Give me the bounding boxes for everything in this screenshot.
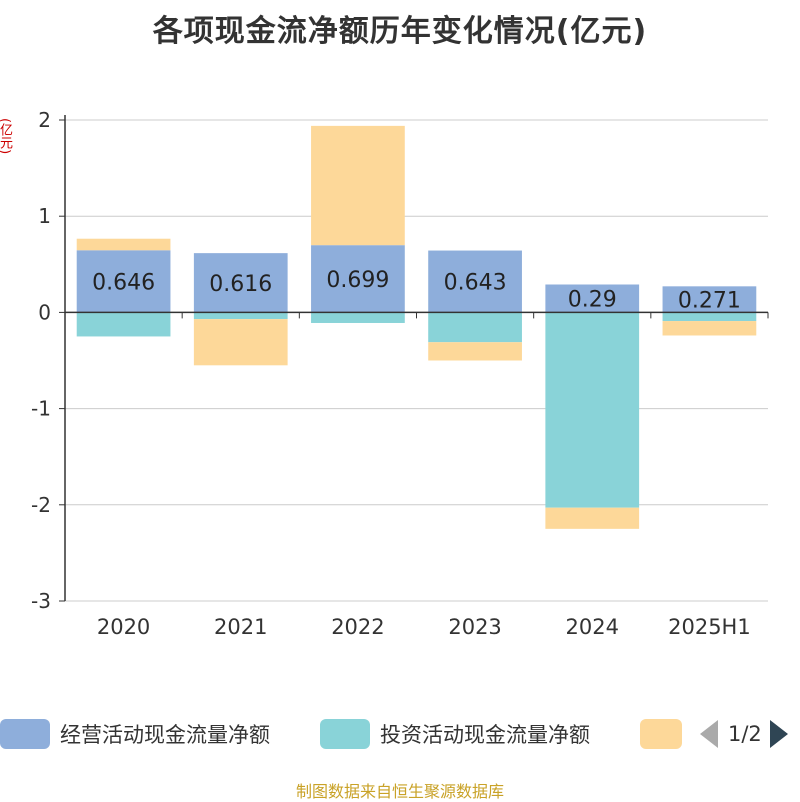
bar-2 [545,312,640,508]
x-tick-label: 2024 [566,615,619,639]
bar-1 [193,253,288,313]
legend-next-page-icon[interactable] [769,720,788,748]
legend-pager: 1/2 [700,716,788,752]
chart-title: 各项现金流净额历年变化情况(亿元) [152,14,648,49]
data-source-note: 制图数据来自恒生聚源数据库 [295,782,504,801]
legend-swatch-third [640,719,682,749]
bar-2 [193,312,288,320]
bar-2 [76,312,171,337]
data-label: 0.271 [678,288,741,313]
x-tick-label: 2021 [214,615,267,639]
x-tick-label: 2023 [448,615,501,639]
bar-3 [545,507,640,529]
y-tick-label: -2 [31,493,51,517]
bar-3 [193,319,288,366]
bar-3 [662,321,757,336]
y-tick-label: 1 [38,204,51,228]
data-label: 0.646 [92,270,155,295]
legend-item-operating[interactable]: 经营活动现金流量净额 [0,716,270,752]
legend-page-indicator: 1/2 [728,722,762,746]
data-label: 0.699 [326,268,389,293]
data-label: 0.616 [209,272,272,297]
x-tick-label: 2020 [97,615,150,639]
bar-2 [428,312,522,343]
bar-1 [545,284,640,313]
legend-prev-page-icon[interactable] [700,720,718,748]
x-tick-label: 2022 [331,615,384,639]
y-axis-unit-label: (亿元) [0,118,12,155]
y-tick-label: -1 [31,397,51,421]
legend: 经营活动现金流量净额 投资活动现金流量净额 1/2 [0,716,800,756]
legend-item-investing[interactable]: 投资活动现金流量净额 [320,716,590,752]
bar-3 [311,125,405,246]
bar-2 [662,312,757,322]
bar-1 [311,245,405,313]
stacked-bar-chart: 2 1 0 -1 -2 -3 0.646 2020 0.616 2021 0.699 2022 0.64… [31,108,769,639]
bar-1 [76,250,171,313]
data-label: 0.29 [568,287,617,312]
y-tick-label: 2 [38,108,51,132]
x-tick-label: 2025H1 [668,615,751,639]
legend-swatch-investing [320,719,370,749]
legend-label-operating: 经营活动现金流量净额 [60,723,270,747]
bar-3 [428,342,522,361]
bar-2 [311,312,405,323]
y-tick-label: -3 [31,589,51,613]
bar-1 [662,286,757,313]
legend-label-investing: 投资活动现金流量净额 [380,723,590,747]
data-label: 0.643 [444,270,507,295]
legend-item-third[interactable] [640,716,682,752]
bar-1 [428,250,522,313]
legend-swatch-operating [0,719,50,749]
y-tick-label: 0 [38,300,51,324]
bar-3 [76,238,171,251]
